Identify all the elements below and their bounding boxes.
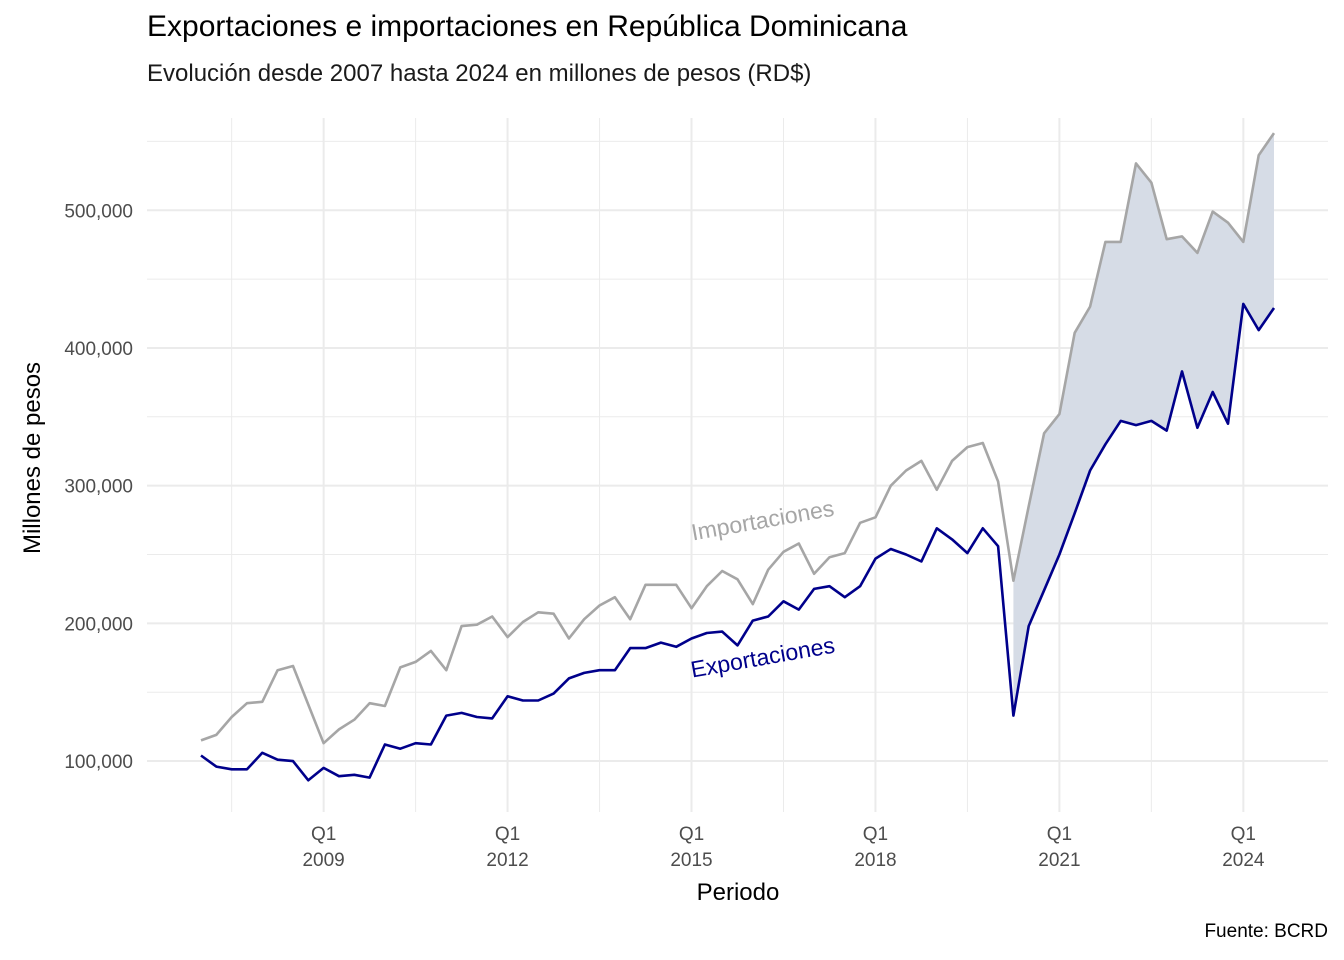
gap-area-fill xyxy=(1013,133,1274,716)
y-tick-label: 400,000 xyxy=(64,339,133,360)
chart-title: Exportaciones e importaciones en Repúbli… xyxy=(147,10,908,43)
series-line-importaciones xyxy=(200,132,1276,745)
x-axis-title: Periodo xyxy=(697,879,780,906)
x-axis-ticks: Q1 2009 Q1 2012 Q1 2015 Q1 2018 Q1 2021 Q1 2024 xyxy=(302,824,1264,871)
series-label-importaciones: Importaciones xyxy=(689,495,836,546)
x-tick-label-quarter: Q1 xyxy=(679,824,704,845)
series-lines xyxy=(200,132,1276,782)
y-axis-title: Millones de pesos xyxy=(19,362,46,554)
y-tick-label: 300,000 xyxy=(64,477,133,498)
gap-area xyxy=(1013,133,1274,716)
x-tick-label-year: 2021 xyxy=(1038,850,1080,871)
x-tick-label-year: 2024 xyxy=(1222,850,1265,871)
y-tick-label: 200,000 xyxy=(64,614,133,635)
x-tick-label-quarter: Q1 xyxy=(495,824,520,845)
y-tick-label: 100,000 xyxy=(64,752,133,773)
x-tick-label-year: 2009 xyxy=(302,850,344,871)
y-axis-ticks: 100,000 200,000 300,000 400,000 500,000 xyxy=(64,201,133,773)
source-caption: Fuente: BCRD xyxy=(1204,921,1328,942)
series-line-exportaciones xyxy=(200,302,1276,782)
chart-subtitle: Evolución desde 2007 hasta 2024 en millo… xyxy=(147,60,812,87)
gridlines xyxy=(147,118,1328,812)
x-tick-label-quarter: Q1 xyxy=(1047,824,1072,845)
x-tick-label-quarter: Q1 xyxy=(863,824,888,845)
y-tick-label: 500,000 xyxy=(64,201,133,222)
x-tick-label-quarter: Q1 xyxy=(1231,824,1256,845)
x-tick-label-year: 2015 xyxy=(670,850,712,871)
x-tick-label-quarter: Q1 xyxy=(311,824,336,845)
x-tick-label-year: 2018 xyxy=(854,850,896,871)
series-label-exportaciones: Exportaciones xyxy=(689,632,837,683)
x-tick-label-year: 2012 xyxy=(486,850,528,871)
